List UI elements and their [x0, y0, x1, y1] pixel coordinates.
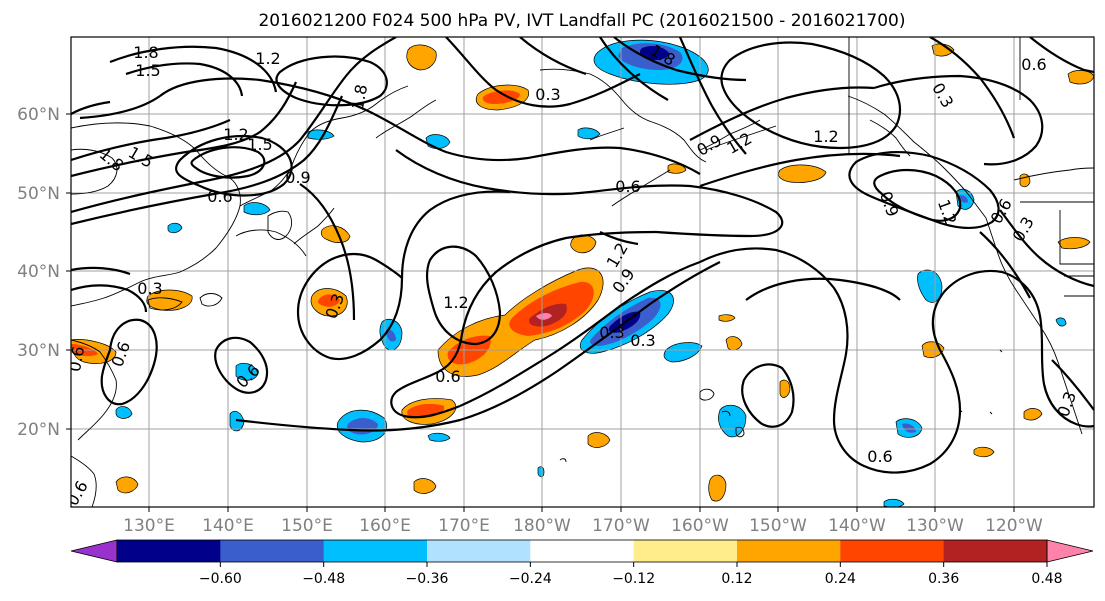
contour-label: 0.6: [435, 367, 460, 386]
colorbar-extend-left: [70, 539, 118, 563]
contour-label: 1.8: [348, 83, 371, 111]
colorbar-tick-label: 0.48: [1031, 571, 1062, 587]
longitude-labels: 130°E 140°E 150°E 160°E 170°E 180°W 170°…: [123, 516, 1043, 536]
contour-label: 0.6: [615, 177, 640, 196]
longitude-label: 160°W: [671, 516, 729, 536]
colorbar-segment: [220, 540, 325, 562]
axis-ticks: [66, 113, 1015, 512]
colorbar-tick-label: −0.12: [612, 571, 655, 587]
colorbar-segment: [323, 540, 428, 562]
colorbar-segment: [530, 540, 635, 562]
map-frame: [70, 36, 1095, 508]
longitude-label: 180°W: [513, 516, 571, 536]
latitude-labels: 60°N 50°N 40°N 30°N 20°N: [17, 105, 60, 440]
figure-title: 2016021200 F024 500 hPa PV, IVT Landfall…: [258, 11, 905, 31]
colorbar-tick-label: −0.48: [302, 571, 345, 587]
contour-label: 0.6: [65, 345, 88, 373]
contour-label: 0.6: [1021, 55, 1046, 74]
pv-contours: [71, 37, 1094, 474]
latitude-label: 40°N: [17, 262, 60, 282]
latitude-label: 50°N: [17, 184, 60, 204]
colorbar-segment: [427, 540, 531, 562]
contour-label: 1.5: [135, 61, 160, 80]
longitude-label: 120°W: [985, 516, 1043, 536]
colorbar-segment: [737, 540, 841, 562]
contour-label: 0.6: [207, 187, 232, 206]
contour-label: 1.8: [133, 43, 158, 62]
contour-label: 1.5: [247, 135, 272, 154]
contour-label: 1.2: [443, 293, 468, 312]
colorbar: −0.60 −0.48 −0.36 −0.24 −0.12 0.12 0.24 0.36 0.4…: [70, 539, 1094, 587]
contour-label: 1.2: [223, 125, 248, 144]
contour-label: 1.2: [255, 49, 280, 68]
colorbar-frame: [116, 539, 1048, 563]
colorbar-ticks: −0.60 −0.48 −0.36 −0.24 −0.12 0.12 0.24 0.36 0.4…: [199, 562, 1063, 587]
longitude-label: 150°W: [749, 516, 807, 536]
colorbar-extend-right: [1046, 539, 1094, 563]
longitude-label: 130°W: [906, 516, 964, 536]
colorbar-tick-label: −0.36: [406, 571, 449, 587]
colorbar-segment: [633, 540, 738, 562]
colorbar-tick-label: 0.24: [825, 571, 856, 587]
colorbar-segment: [840, 540, 945, 562]
longitude-label: 170°E: [438, 516, 490, 536]
longitude-label: 140°E: [202, 516, 254, 536]
longitude-label: 150°E: [281, 516, 333, 536]
latitude-label: 20°N: [17, 420, 60, 440]
positive-shading: [71, 43, 1094, 502]
contour-label: 0.3: [599, 323, 624, 342]
contour-label: 0.3: [137, 279, 162, 298]
latitude-label: 30°N: [17, 341, 60, 361]
contour-label: 0.9: [285, 168, 310, 187]
colorbar-tick-label: −0.24: [509, 571, 552, 587]
colorbar-segment: [943, 540, 1048, 562]
contour-label: 0.3: [630, 331, 655, 350]
colorbar-tick-label: 0.36: [928, 571, 959, 587]
colorbar-tick-label: −0.60: [199, 571, 242, 587]
contour-label: 0.3: [535, 85, 560, 104]
colorbar-tick-label: 0.12: [721, 571, 752, 587]
contour-label: 1.2: [813, 127, 838, 146]
colorbar-segments: [117, 540, 1048, 562]
longitude-label: 170°W: [592, 516, 650, 536]
latitude-label: 60°N: [17, 105, 60, 125]
longitude-label: 140°W: [828, 516, 886, 536]
colorbar-segment: [117, 540, 221, 562]
contour-label: 0.6: [867, 447, 892, 466]
longitude-label: 160°E: [359, 516, 411, 536]
longitude-label: 130°E: [123, 516, 175, 536]
